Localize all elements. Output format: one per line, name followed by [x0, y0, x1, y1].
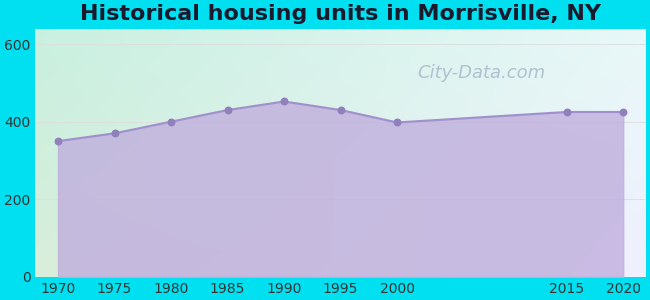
Point: [222, 108, 233, 112]
Title: Historical housing units in Morrisville, NY: Historical housing units in Morrisville,…: [80, 4, 601, 24]
Point: [279, 99, 289, 104]
Point: [335, 108, 346, 112]
Point: [562, 110, 572, 114]
Point: [166, 119, 176, 124]
Point: [53, 139, 63, 143]
Point: [109, 131, 120, 136]
Text: City-Data.com: City-Data.com: [417, 64, 545, 82]
Point: [618, 110, 629, 114]
Point: [392, 120, 402, 125]
